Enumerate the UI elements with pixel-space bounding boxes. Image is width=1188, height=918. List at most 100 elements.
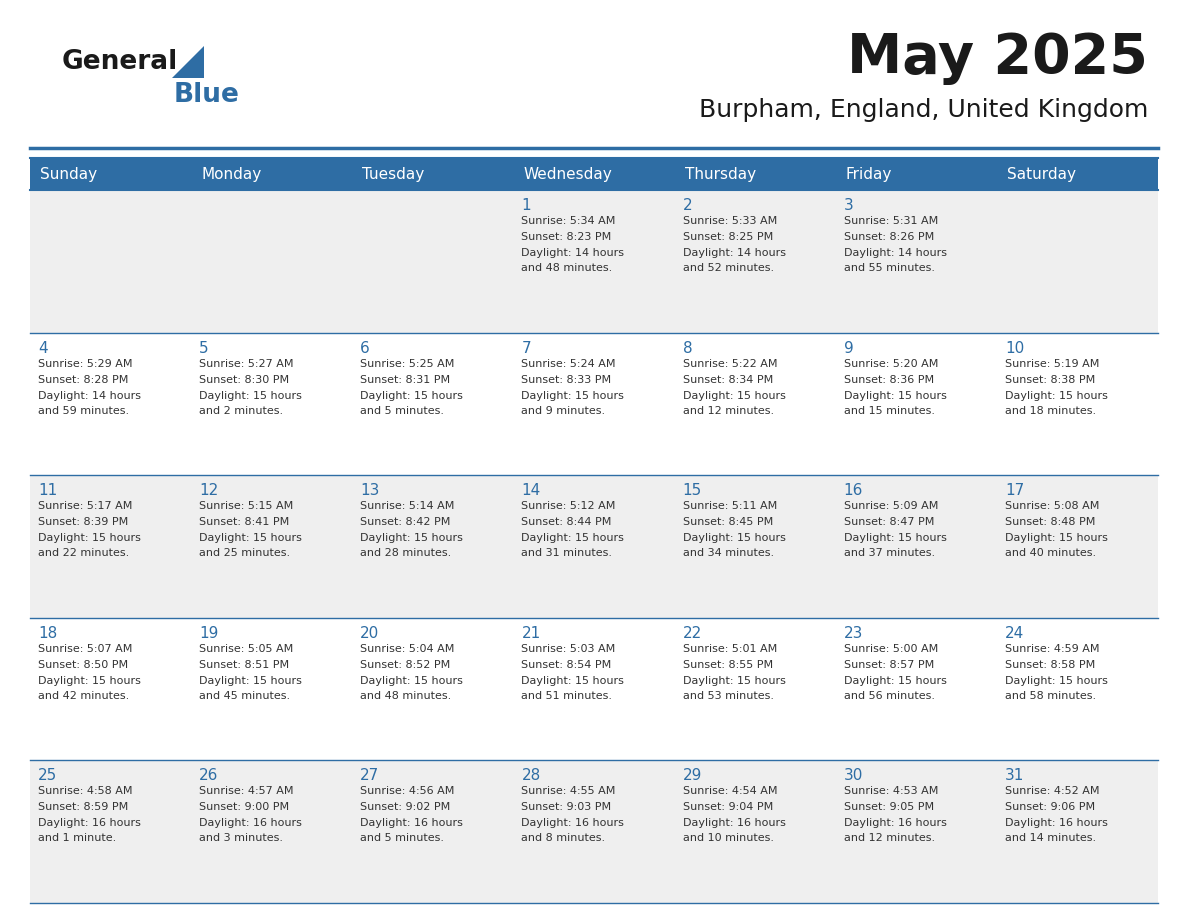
Text: Sunset: 8:47 PM: Sunset: 8:47 PM [843, 517, 934, 527]
Text: Daylight: 16 hours: Daylight: 16 hours [522, 819, 625, 828]
Bar [675, 476, 835, 618]
Text: 16: 16 [843, 483, 864, 498]
Bar [191, 158, 353, 190]
Text: Sunrise: 5:12 AM: Sunrise: 5:12 AM [522, 501, 615, 511]
Text: Daylight: 15 hours: Daylight: 15 hours [683, 533, 785, 543]
Text: Sunset: 8:33 PM: Sunset: 8:33 PM [522, 375, 612, 385]
Text: Sunrise: 5:27 AM: Sunrise: 5:27 AM [200, 359, 293, 369]
Bar [353, 332, 513, 476]
Text: 1: 1 [522, 198, 531, 213]
Text: Sunset: 8:58 PM: Sunset: 8:58 PM [1005, 660, 1095, 670]
Text: Sunrise: 5:33 AM: Sunrise: 5:33 AM [683, 216, 777, 226]
Text: Sunset: 9:06 PM: Sunset: 9:06 PM [1005, 802, 1095, 812]
Text: Sunset: 8:25 PM: Sunset: 8:25 PM [683, 232, 773, 242]
Bar [675, 618, 835, 760]
Text: Sunset: 8:41 PM: Sunset: 8:41 PM [200, 517, 290, 527]
Text: Wednesday: Wednesday [524, 166, 612, 182]
Bar [353, 476, 513, 618]
Text: Daylight: 16 hours: Daylight: 16 hours [1005, 819, 1107, 828]
Text: Sunset: 8:50 PM: Sunset: 8:50 PM [38, 660, 128, 670]
Text: Daylight: 15 hours: Daylight: 15 hours [1005, 533, 1107, 543]
Bar [835, 332, 997, 476]
Bar [513, 158, 675, 190]
Text: Sunset: 8:57 PM: Sunset: 8:57 PM [843, 660, 934, 670]
Text: 19: 19 [200, 626, 219, 641]
Text: Daylight: 15 hours: Daylight: 15 hours [843, 390, 947, 400]
Bar [353, 760, 513, 903]
Text: Daylight: 15 hours: Daylight: 15 hours [843, 533, 947, 543]
Bar [353, 158, 513, 190]
Text: Tuesday: Tuesday [362, 166, 424, 182]
Text: Sunrise: 4:56 AM: Sunrise: 4:56 AM [360, 787, 455, 797]
Text: Burpham, England, United Kingdom: Burpham, England, United Kingdom [699, 98, 1148, 122]
Text: Daylight: 14 hours: Daylight: 14 hours [843, 248, 947, 258]
Text: Daylight: 16 hours: Daylight: 16 hours [683, 819, 785, 828]
Text: 13: 13 [360, 483, 380, 498]
Text: Sunrise: 4:57 AM: Sunrise: 4:57 AM [200, 787, 293, 797]
Text: Sunrise: 5:24 AM: Sunrise: 5:24 AM [522, 359, 615, 369]
Bar [30, 760, 191, 903]
Bar [513, 760, 675, 903]
Text: Sunrise: 5:20 AM: Sunrise: 5:20 AM [843, 359, 939, 369]
Text: Sunset: 8:23 PM: Sunset: 8:23 PM [522, 232, 612, 242]
Text: Sunset: 9:00 PM: Sunset: 9:00 PM [200, 802, 289, 812]
Bar [835, 190, 997, 332]
Bar [997, 760, 1158, 903]
Text: Sunset: 8:52 PM: Sunset: 8:52 PM [360, 660, 450, 670]
Text: and 37 minutes.: and 37 minutes. [843, 548, 935, 558]
Text: and 10 minutes.: and 10 minutes. [683, 834, 773, 844]
Text: 4: 4 [38, 341, 48, 355]
Text: Daylight: 15 hours: Daylight: 15 hours [683, 390, 785, 400]
Text: and 31 minutes.: and 31 minutes. [522, 548, 613, 558]
Text: and 58 minutes.: and 58 minutes. [1005, 691, 1097, 700]
Text: and 18 minutes.: and 18 minutes. [1005, 406, 1097, 416]
Text: and 55 minutes.: and 55 minutes. [843, 263, 935, 273]
Bar [835, 158, 997, 190]
Text: and 12 minutes.: and 12 minutes. [683, 406, 773, 416]
Bar [997, 190, 1158, 332]
Text: Sunset: 8:51 PM: Sunset: 8:51 PM [200, 660, 289, 670]
Text: 6: 6 [360, 341, 369, 355]
Text: Sunrise: 5:29 AM: Sunrise: 5:29 AM [38, 359, 133, 369]
Text: Daylight: 16 hours: Daylight: 16 hours [200, 819, 302, 828]
Polygon shape [172, 46, 204, 78]
Text: Daylight: 15 hours: Daylight: 15 hours [522, 676, 625, 686]
Text: Daylight: 15 hours: Daylight: 15 hours [683, 676, 785, 686]
Text: and 59 minutes.: and 59 minutes. [38, 406, 129, 416]
Text: Sunrise: 5:01 AM: Sunrise: 5:01 AM [683, 644, 777, 654]
Text: Daylight: 15 hours: Daylight: 15 hours [38, 676, 141, 686]
Text: 26: 26 [200, 768, 219, 783]
Text: Sunset: 8:54 PM: Sunset: 8:54 PM [522, 660, 612, 670]
Text: and 5 minutes.: and 5 minutes. [360, 406, 444, 416]
Bar [30, 158, 191, 190]
Text: Daylight: 14 hours: Daylight: 14 hours [38, 390, 141, 400]
Text: and 14 minutes.: and 14 minutes. [1005, 834, 1097, 844]
Bar [191, 476, 353, 618]
Text: Sunday: Sunday [40, 166, 97, 182]
Text: Sunset: 8:38 PM: Sunset: 8:38 PM [1005, 375, 1095, 385]
Text: Sunrise: 4:54 AM: Sunrise: 4:54 AM [683, 787, 777, 797]
Text: Sunrise: 5:09 AM: Sunrise: 5:09 AM [843, 501, 939, 511]
Text: Sunrise: 5:19 AM: Sunrise: 5:19 AM [1005, 359, 1099, 369]
Text: Daylight: 16 hours: Daylight: 16 hours [38, 819, 141, 828]
Bar [30, 332, 191, 476]
Text: Sunset: 8:48 PM: Sunset: 8:48 PM [1005, 517, 1095, 527]
Text: 31: 31 [1005, 768, 1024, 783]
Text: 12: 12 [200, 483, 219, 498]
Bar [513, 476, 675, 618]
Text: Daylight: 15 hours: Daylight: 15 hours [360, 533, 463, 543]
Text: Sunset: 8:55 PM: Sunset: 8:55 PM [683, 660, 772, 670]
Bar [191, 190, 353, 332]
Text: Sunrise: 5:31 AM: Sunrise: 5:31 AM [843, 216, 939, 226]
Bar [353, 618, 513, 760]
Text: 21: 21 [522, 626, 541, 641]
Text: 28: 28 [522, 768, 541, 783]
Text: Sunset: 9:03 PM: Sunset: 9:03 PM [522, 802, 612, 812]
Text: 18: 18 [38, 626, 57, 641]
Text: Sunrise: 5:00 AM: Sunrise: 5:00 AM [843, 644, 939, 654]
Bar [997, 618, 1158, 760]
Text: Sunrise: 4:55 AM: Sunrise: 4:55 AM [522, 787, 615, 797]
Text: Sunrise: 5:14 AM: Sunrise: 5:14 AM [360, 501, 455, 511]
Text: Daylight: 15 hours: Daylight: 15 hours [200, 390, 302, 400]
Bar [191, 760, 353, 903]
